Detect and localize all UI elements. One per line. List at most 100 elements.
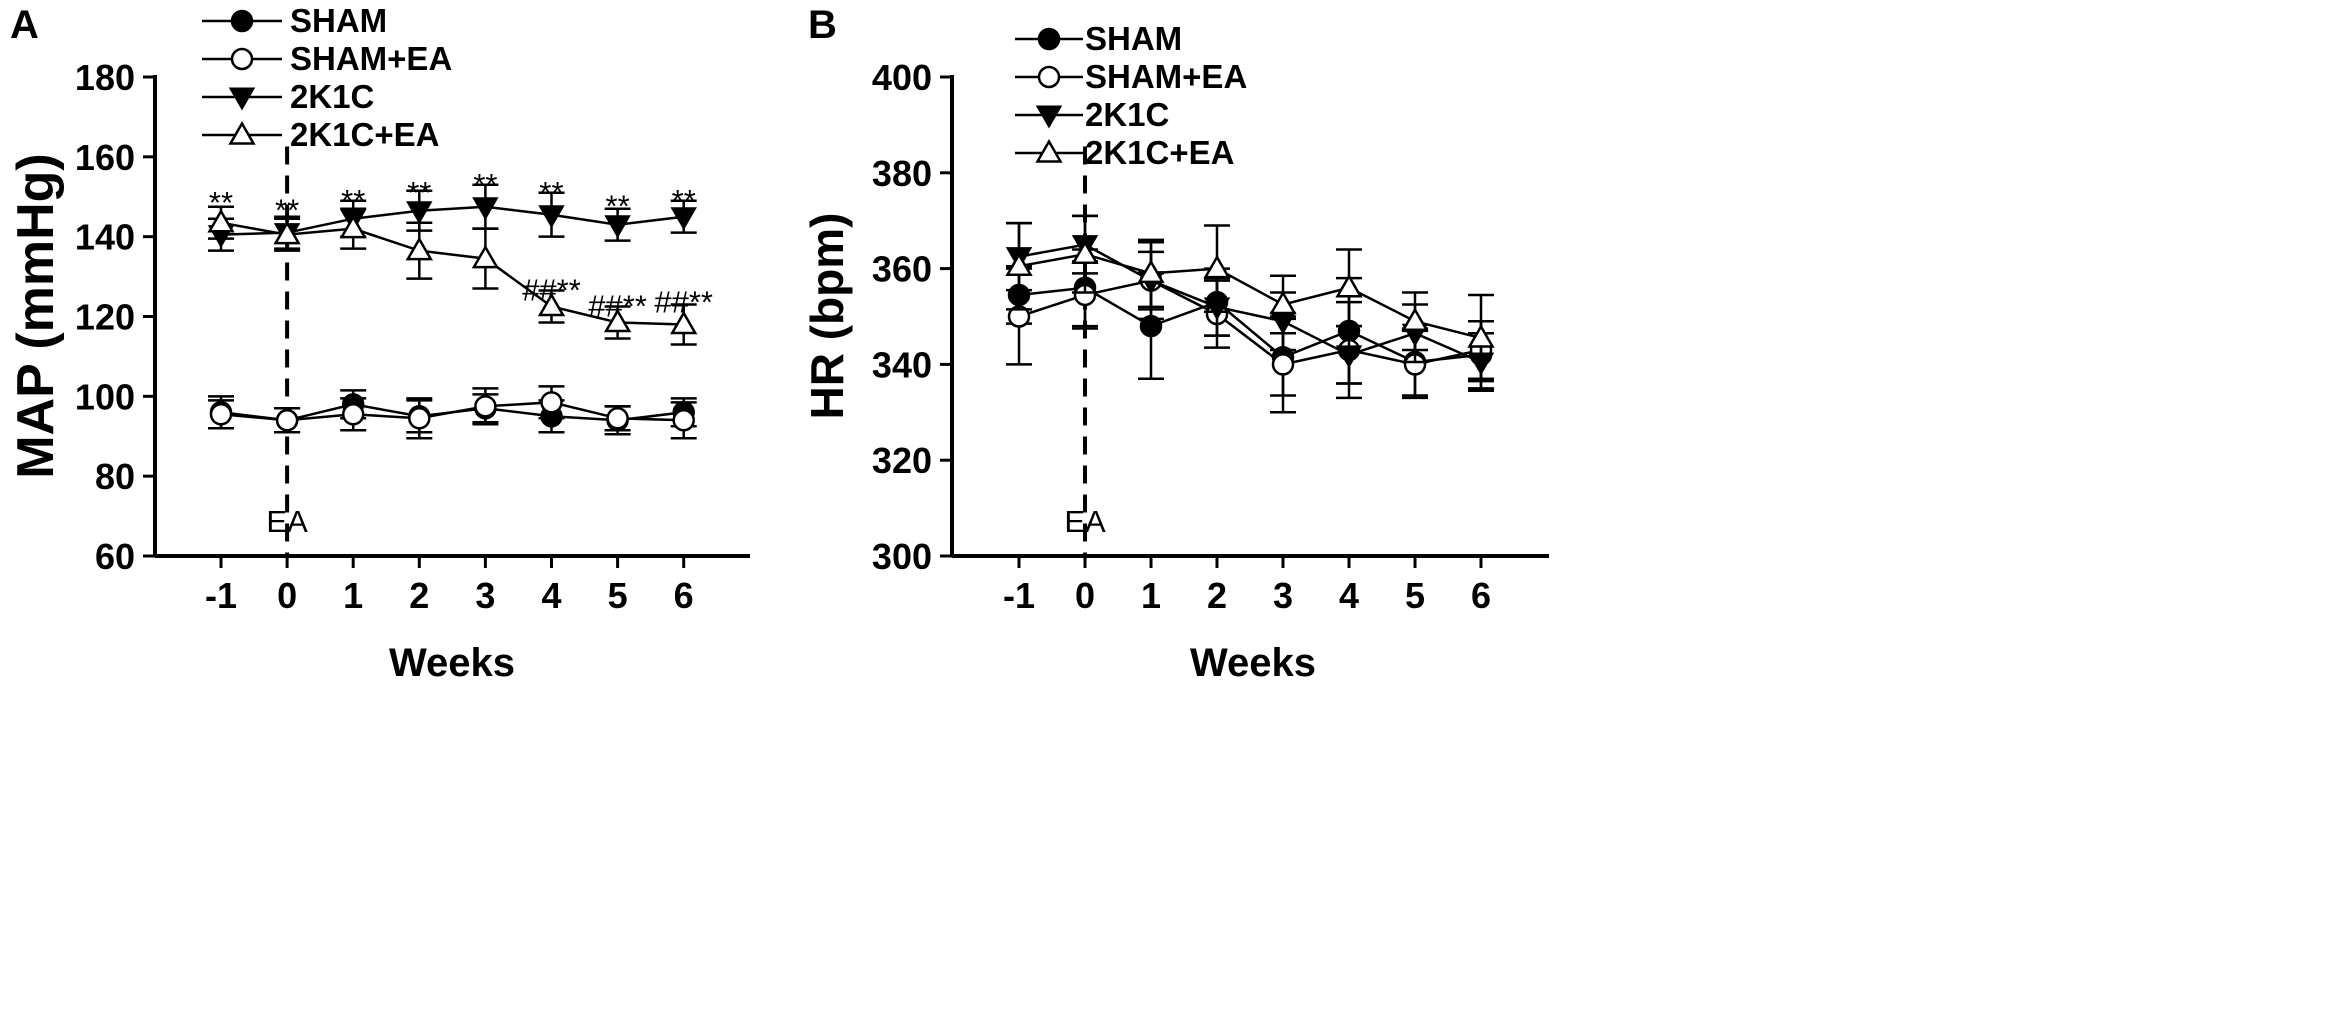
y-tick-label: 400 — [872, 57, 932, 98]
legend-entry: SHAM+EA — [202, 40, 452, 77]
y-tick-label: 160 — [75, 137, 135, 178]
legend-entry: SHAM — [1015, 20, 1182, 57]
x-tick-label: 2 — [409, 575, 429, 616]
data-point — [406, 201, 433, 225]
data-point — [1335, 273, 1363, 298]
data-point — [273, 220, 301, 245]
data-point — [1401, 307, 1429, 332]
legend-marker — [230, 47, 254, 71]
data-point — [670, 310, 698, 335]
significance-annotation: ** — [473, 167, 497, 202]
legend-label: 2K1C — [1085, 96, 1169, 133]
data-point — [1467, 324, 1495, 348]
x-tick-label: 0 — [277, 575, 297, 616]
data-point — [538, 205, 565, 229]
legend-entry: 2K1C+EA — [1015, 134, 1234, 171]
y-tick-label: 340 — [872, 344, 932, 385]
series-line — [1018, 243, 1482, 364]
data-point — [604, 215, 631, 239]
significance-annotation: ##** — [588, 289, 647, 324]
y-tick-label: 60 — [95, 536, 135, 577]
data-point — [275, 409, 299, 432]
y-tick-label: 380 — [872, 153, 932, 194]
data-point — [209, 403, 233, 426]
series-2k1c-ea — [1005, 214, 1495, 383]
x-tick-label: -1 — [1003, 575, 1035, 616]
panel-b-xlabel: Weeks — [1190, 641, 1316, 685]
significance-annotation: ** — [341, 183, 365, 218]
series-2k1c-ea — [207, 205, 698, 346]
series-sham-ea — [208, 385, 697, 440]
y-tick-label: 120 — [75, 297, 135, 338]
panel-b: B 300 320 340 360 380 400 -1 0 1 2 3 4 5 6 EA SHAMSHAM+… — [801, 3, 1549, 685]
data-point — [408, 407, 431, 430]
panel-b-ylabel: HR (bpm) — [801, 213, 853, 420]
series-line — [1018, 252, 1482, 340]
data-point — [1271, 353, 1295, 376]
data-point — [670, 207, 697, 231]
significance-annotation: ##** — [654, 285, 713, 320]
x-tick-label: 4 — [541, 575, 561, 616]
significance-annotation: ##** — [522, 273, 581, 308]
ea-event-label: EA — [1064, 504, 1106, 539]
x-tick-label: 6 — [674, 575, 694, 616]
y-tick-label: 140 — [75, 217, 135, 258]
legend-label: SHAM — [290, 2, 387, 39]
panel-a: A 60 80 100 120 140 160 180 -1 0 1 2 3 4 5 6 EA SHAMSHAM… — [7, 2, 750, 685]
legend-entry: 2K1C — [202, 78, 374, 115]
legend-marker — [228, 87, 256, 111]
x-tick-label: 4 — [1339, 575, 1359, 616]
panel-b-label: B — [808, 3, 837, 47]
legend-entry: 2K1C+EA — [202, 116, 439, 153]
x-tick-label: 6 — [1471, 575, 1491, 616]
legend-label: 2K1C+EA — [1085, 134, 1234, 171]
significance-annotation: ** — [275, 193, 299, 228]
x-tick-label: 3 — [475, 575, 495, 616]
y-tick-label: 300 — [872, 536, 932, 577]
significance-annotation: ** — [539, 175, 563, 210]
legend-label: 2K1C — [290, 78, 374, 115]
legend-entry: 2K1C — [1015, 96, 1169, 133]
legend-marker — [228, 120, 256, 145]
y-tick-label: 360 — [872, 249, 932, 290]
data-point — [472, 197, 499, 221]
x-tick-label: 1 — [1141, 575, 1161, 616]
legend-entry: SHAM — [202, 2, 387, 39]
data-point — [474, 395, 497, 418]
legend-label: SHAM+EA — [290, 40, 452, 77]
data-point — [341, 403, 365, 426]
data-point — [339, 214, 367, 239]
legend-marker — [230, 9, 254, 33]
x-tick-label: 5 — [1405, 575, 1425, 616]
data-point — [540, 391, 563, 414]
data-point — [672, 409, 695, 432]
x-tick-label: -1 — [205, 575, 237, 616]
data-point — [1269, 290, 1297, 315]
y-tick-label: 80 — [95, 456, 135, 497]
panel-a-xlabel: Weeks — [389, 641, 515, 685]
panel-a-label: A — [10, 3, 39, 47]
data-point — [537, 292, 566, 317]
legend-label: 2K1C+EA — [290, 116, 439, 153]
x-tick-label: 3 — [1273, 575, 1293, 616]
plot-b: 300 320 340 360 380 400 -1 0 1 2 3 4 5 6 EA SHAMSHAM+EA… — [872, 20, 1549, 616]
data-point — [207, 208, 235, 233]
y-tick-label: 100 — [75, 376, 135, 417]
x-tick-label: 2 — [1207, 575, 1227, 616]
data-point — [1203, 254, 1231, 279]
y-tick-label: 320 — [872, 440, 932, 481]
x-tick-label: 1 — [343, 575, 363, 616]
legend-label: SHAM+EA — [1085, 58, 1247, 95]
legend-entry: SHAM+EA — [1015, 58, 1247, 95]
legend-marker — [1035, 105, 1063, 129]
data-point — [1071, 240, 1099, 264]
legend-marker — [1037, 65, 1061, 89]
plot-a: 60 80 100 120 140 160 180 -1 0 1 2 3 4 5 6 EA SHAMSHAM+E… — [75, 2, 750, 616]
data-point — [606, 407, 629, 430]
data-point — [1005, 252, 1033, 276]
x-tick-label: 5 — [608, 575, 628, 616]
significance-annotation: ** — [407, 175, 431, 210]
significance-annotation: ** — [672, 183, 696, 218]
data-point — [471, 244, 500, 269]
